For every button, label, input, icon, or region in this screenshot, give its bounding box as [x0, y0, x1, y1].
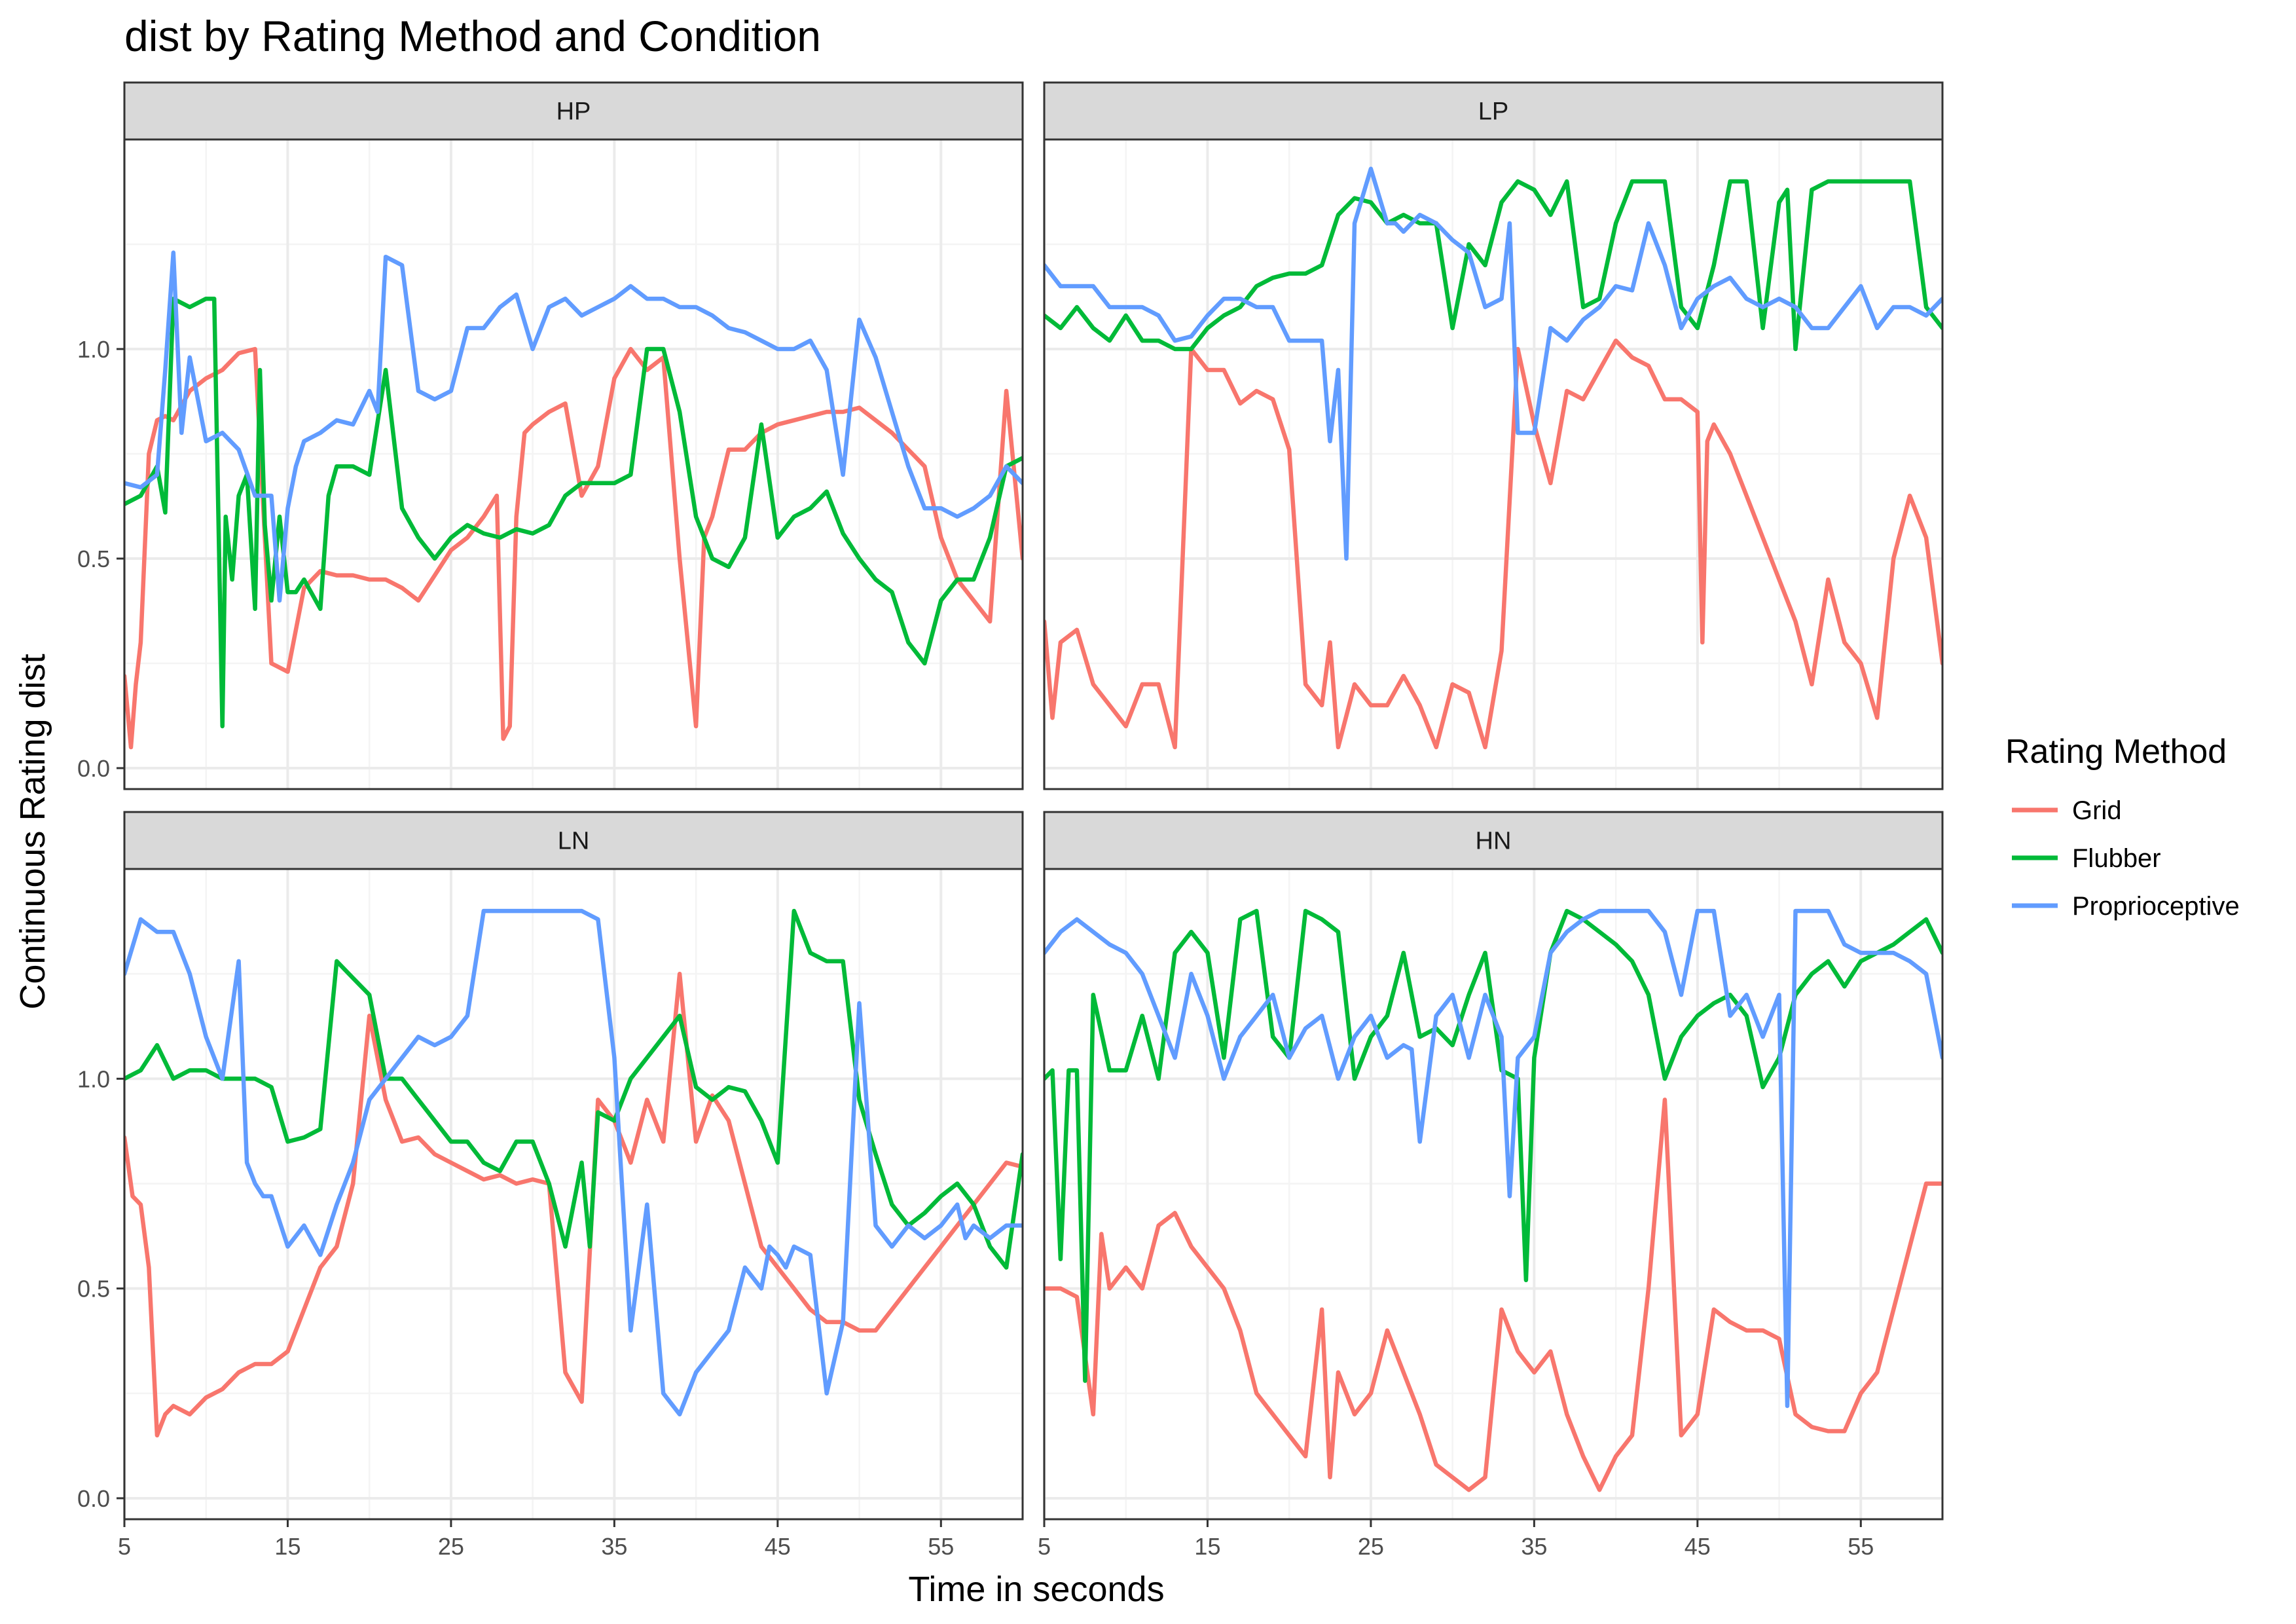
x-tick-label: 35: [1521, 1533, 1547, 1560]
facet-strip: [123, 81, 1024, 141]
x-tick-label: 5: [118, 1533, 131, 1560]
series-lines: [1044, 908, 1942, 1492]
facet-strip-label: LP: [1478, 98, 1508, 126]
y-tick-label: 1.0: [77, 336, 110, 363]
x-tick-label: 45: [1685, 1533, 1711, 1560]
legend-label-proprioceptive: Proprioceptive: [2072, 892, 2240, 921]
line-proprioceptive: [124, 908, 1023, 1417]
series-lines: [124, 908, 1023, 1438]
chart-title: dist by Rating Method and Condition: [124, 12, 821, 60]
panel-lp: LP: [1043, 81, 1944, 790]
facet-panels: HP 0.0 0.5 1.0 LP LN 0.0 0.5 1.0 5 15 25 35 45 55 HN 5 15…: [77, 81, 1944, 1560]
x-tick-label: 25: [438, 1533, 464, 1560]
facet-strip-label: LN: [558, 828, 590, 855]
x-tick-label: 55: [1848, 1533, 1874, 1560]
x-tick-label: 5: [1038, 1533, 1051, 1560]
y-tick-label: 0.5: [77, 1276, 110, 1302]
legend-title: Rating Method: [2005, 733, 2227, 771]
line-proprioceptive: [124, 250, 1023, 603]
x-tick-label: 15: [1194, 1533, 1220, 1560]
x-tick-label: 55: [928, 1533, 954, 1560]
series-lines: [1044, 166, 1942, 750]
line-flubber: [124, 296, 1023, 729]
facet-strip-label: HP: [556, 98, 591, 126]
x-tick-label: 15: [274, 1533, 301, 1560]
line-proprioceptive: [1044, 166, 1942, 561]
x-tick-label: 45: [765, 1533, 791, 1560]
legend: Rating Method Grid Flubber Proprioceptive: [2005, 733, 2240, 921]
y-tick-label: 0.5: [77, 545, 110, 572]
legend-label-flubber: Flubber: [2072, 844, 2161, 873]
panel-hn: HN 5 15 25 35 45 55: [1038, 811, 1944, 1560]
panel-background: [1044, 139, 1942, 789]
y-tick-label: 0.0: [77, 755, 110, 782]
legend-label-grid: Grid: [2072, 796, 2122, 825]
panel-ln: LN 0.0 0.5 1.0 5 15 25 35 45 55: [77, 811, 1024, 1560]
facet-strip: [1043, 811, 1944, 870]
line-proprioceptive: [1044, 908, 1942, 1409]
legend-entries: Grid Flubber Proprioceptive: [2012, 796, 2240, 921]
y-tick-label: 1.0: [77, 1065, 110, 1092]
panel-hp: HP 0.0 0.5 1.0: [77, 81, 1024, 790]
facet-strip: [1043, 81, 1944, 141]
y-tick-label: 0.0: [77, 1485, 110, 1512]
panel-background: [124, 139, 1023, 789]
line-flubber: [1044, 179, 1942, 352]
x-tick-label: 35: [601, 1533, 627, 1560]
y-axis-label: Continuous Rating dist: [13, 654, 52, 1009]
x-axis-label: Time in seconds: [908, 1570, 1164, 1609]
line-grid: [1044, 338, 1942, 750]
facet-strip: [123, 811, 1024, 870]
series-lines: [124, 250, 1023, 750]
facet-strip-label: HN: [1476, 828, 1512, 855]
x-tick-label: 25: [1358, 1533, 1384, 1560]
